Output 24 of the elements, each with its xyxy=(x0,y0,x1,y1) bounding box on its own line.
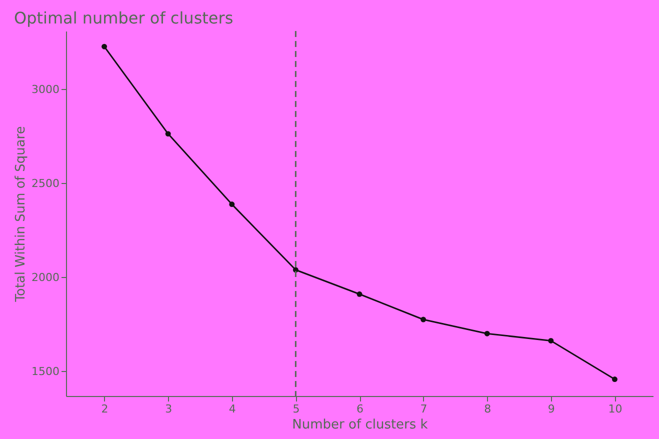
point xyxy=(548,338,554,344)
y-tick-label: 3000 xyxy=(32,82,60,96)
x-tick-label: 9 xyxy=(548,402,555,416)
x-tick-label: 8 xyxy=(484,402,492,416)
y-axis-title: Total Within Sum of Square xyxy=(14,126,29,303)
point xyxy=(356,291,362,297)
x-tick-label: 3 xyxy=(165,402,172,416)
point xyxy=(420,316,426,322)
y-tick-label: 1500 xyxy=(32,364,60,378)
x-tick-label: 10 xyxy=(608,402,622,416)
x-axis-title: Number of clusters k xyxy=(292,418,428,432)
x-tick-label: 4 xyxy=(228,402,236,416)
point xyxy=(612,376,618,382)
y-tick-label: 2500 xyxy=(32,176,60,190)
point xyxy=(165,131,171,137)
point xyxy=(484,330,490,336)
chart-title: Optimal number of clusters xyxy=(14,8,234,28)
x-tick-label: 2 xyxy=(101,402,108,416)
x-tick-label: 5 xyxy=(292,402,300,416)
x-tick-label: 6 xyxy=(356,402,364,416)
point xyxy=(229,202,235,208)
x-tick-label: 7 xyxy=(420,402,428,416)
y-tick-label: 2000 xyxy=(32,270,60,284)
point xyxy=(102,44,108,50)
